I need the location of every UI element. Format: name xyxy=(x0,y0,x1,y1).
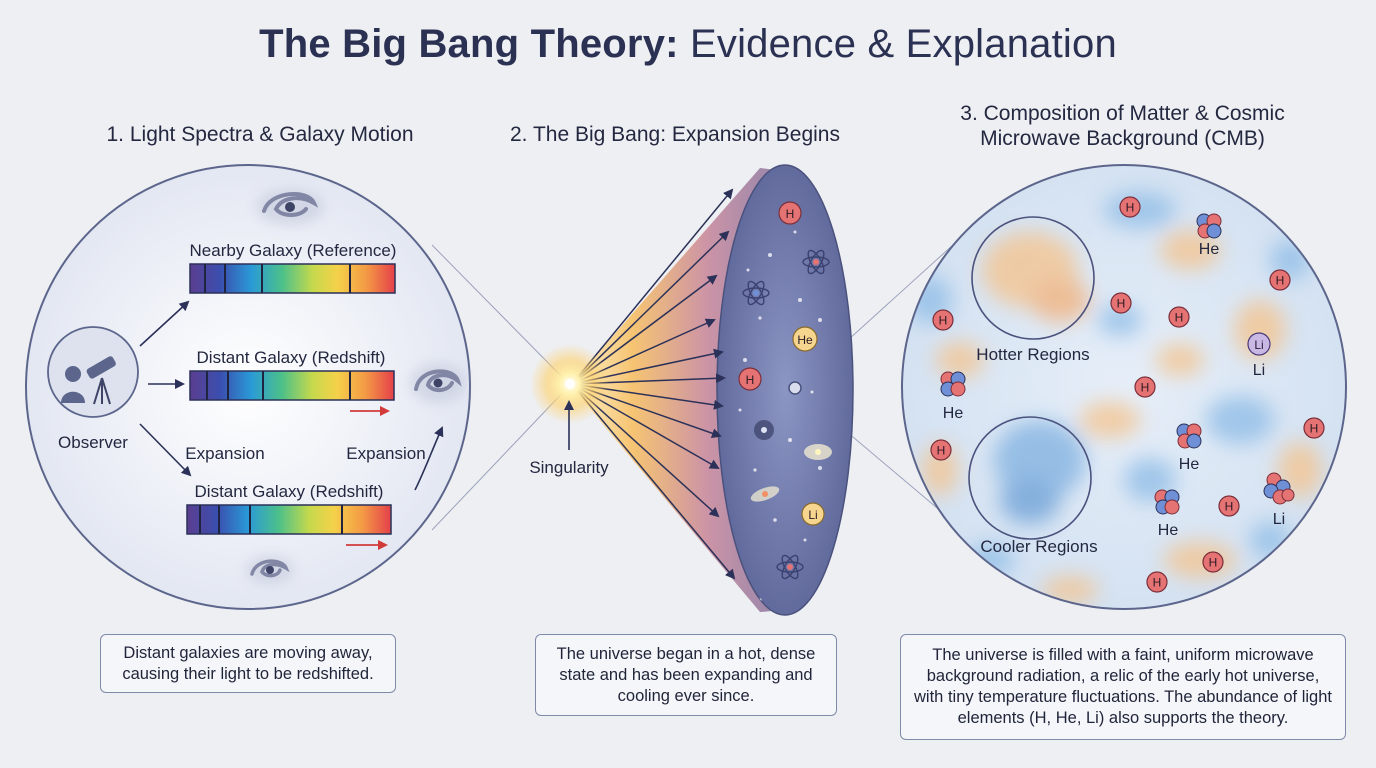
disc-contents xyxy=(738,230,832,602)
svg-text:He: He xyxy=(943,405,964,422)
disc-galaxy-2 xyxy=(804,444,832,460)
disc-galaxy-3 xyxy=(750,486,780,502)
galaxy-icon-bottom xyxy=(246,556,294,584)
redshift-arrows xyxy=(346,406,390,550)
svg-text:H: H xyxy=(746,373,755,387)
galaxy-icon-mid xyxy=(410,363,466,403)
svg-text:H: H xyxy=(1209,556,1218,570)
hotter-regions-label: Hotter Regions xyxy=(976,345,1089,364)
disc-particle-li: Li xyxy=(801,502,825,526)
svg-text:H: H xyxy=(1117,297,1126,311)
helium-atom: He xyxy=(940,371,966,422)
panel2-caption: The universe began in a hot, dense state… xyxy=(535,634,837,716)
svg-text:H: H xyxy=(1153,576,1162,590)
hotter-region-circle xyxy=(971,216,1095,340)
svg-text:H: H xyxy=(1225,500,1234,514)
helium-atom: He xyxy=(1176,423,1202,473)
hydrogen-atoms: H H H H H H H H H H H xyxy=(930,196,1325,593)
lithium-atom-simple: Li Li xyxy=(1247,332,1271,379)
svg-text:He: He xyxy=(1179,456,1200,473)
singularity-label: Singularity xyxy=(529,458,609,477)
svg-text:H: H xyxy=(1310,422,1319,436)
spectrum-nearby xyxy=(189,263,396,294)
spectrum-distant2-label: Distant Galaxy (Redshift) xyxy=(195,482,384,501)
helium-atoms: He He He He xyxy=(940,213,1222,539)
svg-text:Li: Li xyxy=(808,508,817,522)
lithium-atoms: Li Li Li xyxy=(1247,332,1295,528)
disc-particle-h2: H xyxy=(738,367,762,391)
disc-particle-he: He xyxy=(792,326,818,352)
zoom-point xyxy=(788,381,802,395)
cooler-region-circle xyxy=(968,416,1092,540)
observer-arrows xyxy=(139,300,444,491)
disc-galaxy-1 xyxy=(754,420,774,440)
svg-text:H: H xyxy=(1141,381,1150,395)
panel1-heading: 1. Light Spectra & Galaxy Motion xyxy=(106,123,414,146)
cmb-circle xyxy=(901,164,1347,610)
svg-text:H: H xyxy=(937,444,946,458)
page-title: The Big Bang Theory: Evidence & Explanat… xyxy=(259,22,1117,66)
panel3-heading-line2: Microwave Background (CMB) xyxy=(980,127,1265,150)
panel2-heading: 2. The Big Bang: Expansion Begins xyxy=(509,123,840,146)
observer-label: Observer xyxy=(58,433,128,452)
disc-particle-h1: H xyxy=(778,201,802,225)
svg-text:H: H xyxy=(939,314,948,328)
svg-text:He: He xyxy=(1199,241,1220,258)
svg-text:Li: Li xyxy=(1253,362,1265,379)
atom-icon-2 xyxy=(742,280,770,306)
panel3-heading-line1: 3. Composition of Matter & Cosmic xyxy=(960,102,1285,125)
hydrogen-atom: H xyxy=(1168,306,1190,328)
atom-icon-3 xyxy=(776,554,804,580)
svg-text:H: H xyxy=(1126,201,1135,215)
svg-text:H: H xyxy=(786,207,795,221)
svg-text:Li: Li xyxy=(1273,511,1285,528)
hydrogen-atom: H xyxy=(1269,269,1291,291)
svg-text:H: H xyxy=(1175,311,1184,325)
hydrogen-atom: H xyxy=(1202,551,1224,573)
spectrum-distant-2 xyxy=(186,504,392,535)
hydrogen-atom: H xyxy=(1119,196,1141,218)
lithium-atom-cluster: Li xyxy=(1263,472,1295,528)
hydrogen-atom: H xyxy=(1218,495,1240,517)
atom-icon-1 xyxy=(802,249,830,275)
svg-text:He: He xyxy=(1158,522,1179,539)
panel3-heading: 3. Composition of Matter & Cosmic Microw… xyxy=(900,101,1345,151)
hydrogen-atom: H xyxy=(932,309,954,331)
spectrum-distant1-label: Distant Galaxy (Redshift) xyxy=(197,348,386,367)
telescope-icon xyxy=(86,356,116,405)
singularity-glow xyxy=(530,344,610,424)
hydrogen-atom: H xyxy=(1303,417,1325,439)
panel1-caption: Distant galaxies are moving away, causin… xyxy=(100,634,396,693)
svg-text:Li: Li xyxy=(1254,338,1263,352)
observer-icon xyxy=(47,326,139,418)
helium-atom: He xyxy=(1196,213,1222,258)
panel3-caption: The universe is filled with a faint, uni… xyxy=(900,634,1346,740)
spectrum-nearby-label: Nearby Galaxy (Reference) xyxy=(190,241,397,260)
svg-text:H: H xyxy=(1276,274,1285,288)
cooler-regions-label: Cooler Regions xyxy=(980,537,1097,556)
spectrum-distant-1 xyxy=(189,370,395,401)
expansion-label-left: Expansion xyxy=(185,444,264,463)
hydrogen-atom: H xyxy=(1134,376,1156,398)
galaxy-icon-top xyxy=(256,189,324,225)
hydrogen-atom: H xyxy=(1146,571,1168,593)
svg-text:He: He xyxy=(797,333,813,347)
hydrogen-atom: H xyxy=(930,439,952,461)
helium-atom: He xyxy=(1154,489,1180,539)
expansion-label-right: Expansion xyxy=(346,444,425,463)
hydrogen-atom: H xyxy=(1110,292,1132,314)
